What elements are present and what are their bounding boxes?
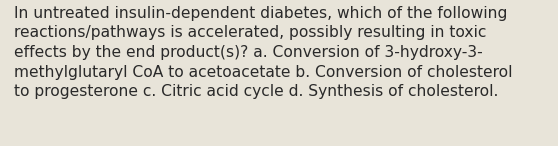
Text: In untreated insulin-dependent diabetes, which of the following
reactions/pathwa: In untreated insulin-dependent diabetes,…	[14, 6, 512, 99]
